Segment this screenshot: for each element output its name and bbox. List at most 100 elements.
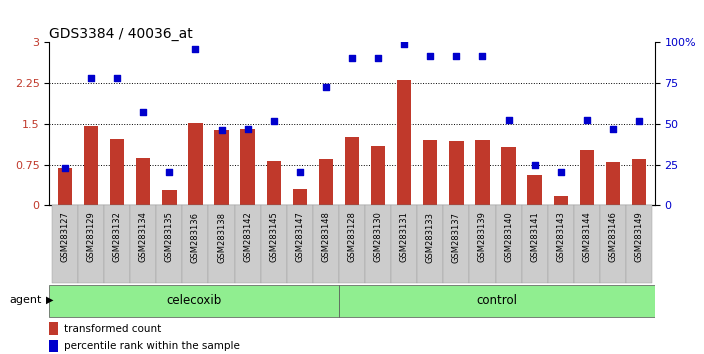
Point (477, 53, 488, 59)
Text: GSM283138: GSM283138 (217, 212, 226, 263)
Bar (267, 161, 281, 205)
Bar (84, 126, 99, 205)
Text: GSM283146: GSM283146 (608, 212, 617, 262)
Text: GSM283144: GSM283144 (582, 212, 591, 262)
Text: GSM283130: GSM283130 (374, 212, 382, 262)
Bar (449, 141, 463, 205)
Text: transformed count: transformed count (65, 324, 162, 333)
Text: GSM283143: GSM283143 (556, 212, 565, 262)
Bar (605, 162, 620, 205)
Text: percentile rank within the sample: percentile rank within the sample (65, 341, 240, 351)
Point (425, 53, 436, 59)
Point (608, 126, 619, 132)
FancyBboxPatch shape (49, 285, 339, 317)
Text: GSM283139: GSM283139 (478, 212, 487, 262)
Point (555, 169, 567, 175)
Point (164, 169, 175, 175)
Bar (527, 176, 542, 205)
FancyBboxPatch shape (496, 205, 522, 283)
Point (294, 169, 306, 175)
Point (582, 117, 593, 122)
Point (398, 41, 410, 47)
Text: ▶: ▶ (46, 295, 54, 305)
Text: GSM283148: GSM283148 (322, 212, 330, 262)
Bar (214, 130, 229, 205)
FancyBboxPatch shape (287, 205, 313, 283)
Point (634, 118, 645, 124)
Text: control: control (477, 294, 517, 307)
Bar (371, 145, 385, 205)
Bar (319, 159, 333, 205)
FancyBboxPatch shape (600, 205, 626, 283)
Text: GSM283149: GSM283149 (634, 212, 643, 262)
FancyBboxPatch shape (52, 205, 78, 283)
Bar (293, 189, 307, 205)
FancyBboxPatch shape (234, 205, 260, 283)
Text: GSM283129: GSM283129 (87, 212, 96, 262)
FancyBboxPatch shape (365, 205, 391, 283)
FancyBboxPatch shape (470, 205, 496, 283)
FancyBboxPatch shape (339, 285, 655, 317)
FancyBboxPatch shape (182, 205, 208, 283)
Point (503, 117, 514, 122)
Bar (188, 123, 203, 205)
Point (529, 162, 540, 167)
Text: GSM283133: GSM283133 (426, 212, 435, 263)
Point (320, 84, 332, 90)
Bar (136, 158, 151, 205)
Bar (162, 190, 177, 205)
Bar (241, 129, 255, 205)
FancyBboxPatch shape (444, 205, 470, 283)
Point (346, 55, 358, 61)
Point (111, 75, 122, 81)
FancyBboxPatch shape (78, 205, 104, 283)
Bar (632, 159, 646, 205)
Bar (423, 140, 437, 205)
Point (137, 109, 149, 115)
Text: GSM283135: GSM283135 (165, 212, 174, 262)
FancyBboxPatch shape (626, 205, 652, 283)
Bar (49, 322, 58, 335)
Bar (579, 150, 594, 205)
Text: GDS3384 / 40036_at: GDS3384 / 40036_at (49, 28, 193, 41)
Point (216, 127, 227, 133)
Point (190, 46, 201, 52)
Bar (553, 195, 568, 205)
Point (59, 166, 70, 171)
Point (372, 55, 384, 61)
Bar (49, 340, 58, 352)
Point (242, 126, 253, 132)
Bar (475, 140, 490, 205)
Bar (501, 147, 516, 205)
Text: agent: agent (10, 295, 42, 305)
Text: GSM283145: GSM283145 (269, 212, 278, 262)
Text: GSM283147: GSM283147 (295, 212, 304, 262)
Text: GSM283137: GSM283137 (452, 212, 461, 263)
FancyBboxPatch shape (130, 205, 156, 283)
Bar (110, 139, 125, 205)
Bar (345, 137, 359, 205)
FancyBboxPatch shape (156, 205, 182, 283)
Text: GSM283140: GSM283140 (504, 212, 513, 262)
Text: GSM283127: GSM283127 (61, 212, 70, 262)
FancyBboxPatch shape (339, 205, 365, 283)
Text: GSM283141: GSM283141 (530, 212, 539, 262)
Text: GSM283132: GSM283132 (113, 212, 122, 262)
Text: celecoxib: celecoxib (166, 294, 222, 307)
Bar (397, 80, 411, 205)
Text: GSM283128: GSM283128 (348, 212, 356, 262)
Point (451, 53, 462, 59)
FancyBboxPatch shape (208, 205, 234, 283)
FancyBboxPatch shape (574, 205, 600, 283)
Text: GSM283131: GSM283131 (400, 212, 409, 262)
Text: GSM283142: GSM283142 (243, 212, 252, 262)
FancyBboxPatch shape (548, 205, 574, 283)
FancyBboxPatch shape (417, 205, 444, 283)
Text: GSM283136: GSM283136 (191, 212, 200, 263)
Point (85, 75, 96, 81)
FancyBboxPatch shape (313, 205, 339, 283)
FancyBboxPatch shape (260, 205, 287, 283)
FancyBboxPatch shape (391, 205, 417, 283)
Point (268, 118, 279, 124)
Bar (58, 169, 72, 205)
